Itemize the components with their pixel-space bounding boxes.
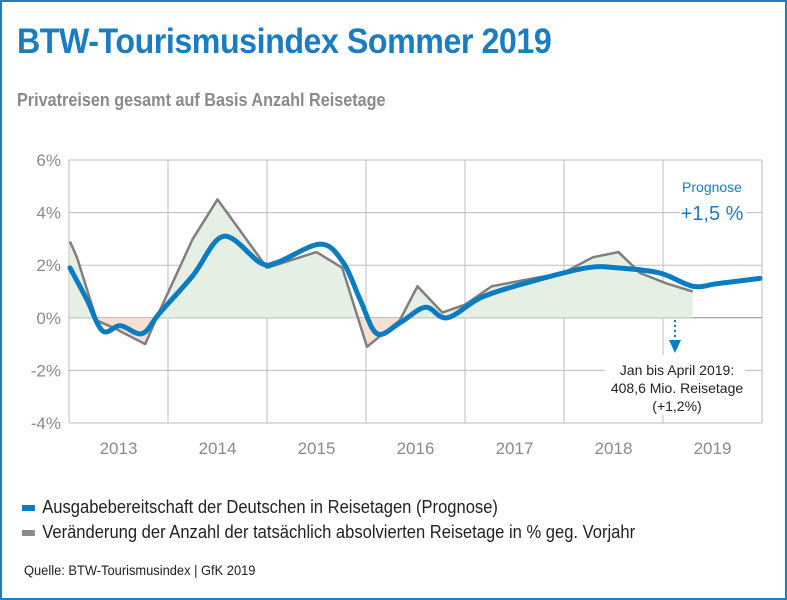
y-tick-label: 6% (36, 151, 61, 170)
series-line-prognose (67, 233, 763, 337)
legend-item-actual: Veränderung der Anzahl der tatsächlich a… (22, 522, 635, 543)
source-note: Quelle: BTW-Tourismusindex | GfK 2019 (24, 562, 256, 578)
x-tick-label: 2018 (595, 439, 633, 458)
area-fill-positive (69, 199, 693, 318)
y-tick-label: -4% (31, 414, 61, 433)
prognose-value: +1,5 % (681, 203, 744, 225)
annotation-backdrop (605, 355, 745, 415)
x-tick-label: 2017 (496, 439, 534, 458)
y-tick-label: 4% (36, 204, 61, 223)
y-tick-label: -2% (31, 361, 61, 380)
annotation-line-2: 408,6 Mio. Reisetage (611, 380, 744, 396)
x-tick-label: 2019 (694, 439, 732, 458)
x-tick-label: 2015 (298, 439, 336, 458)
legend-swatch-blue (22, 505, 35, 512)
annotation-line-1: Jan bis April 2019: (620, 362, 734, 378)
annotation-line-3: (+1,2%) (652, 398, 701, 414)
chart-title: BTW-Tourismusindex Sommer 2019 (17, 22, 552, 61)
legend-label-prognose: Ausgabebereitschaft der Deutschen in Rei… (42, 497, 498, 517)
chart-subtitle: Privatreisen gesamt auf Basis Anzahl Rei… (17, 90, 386, 110)
y-tick-label: 2% (36, 256, 61, 275)
x-tick-label: 2013 (100, 439, 138, 458)
legend-label-actual: Veränderung der Anzahl der tatsächlich a… (42, 522, 636, 542)
prognose-label: Prognose (682, 179, 742, 195)
x-tick-label: 2014 (199, 439, 237, 458)
prognose-backdrop (680, 176, 746, 224)
x-tick-label: 2016 (397, 439, 435, 458)
y-tick-label: 0% (36, 309, 61, 328)
legend-item-prognose: Ausgabebereitschaft der Deutschen in Rei… (22, 497, 498, 518)
annotation-arrow-head (669, 340, 681, 353)
legend-swatch-gray (22, 530, 35, 537)
